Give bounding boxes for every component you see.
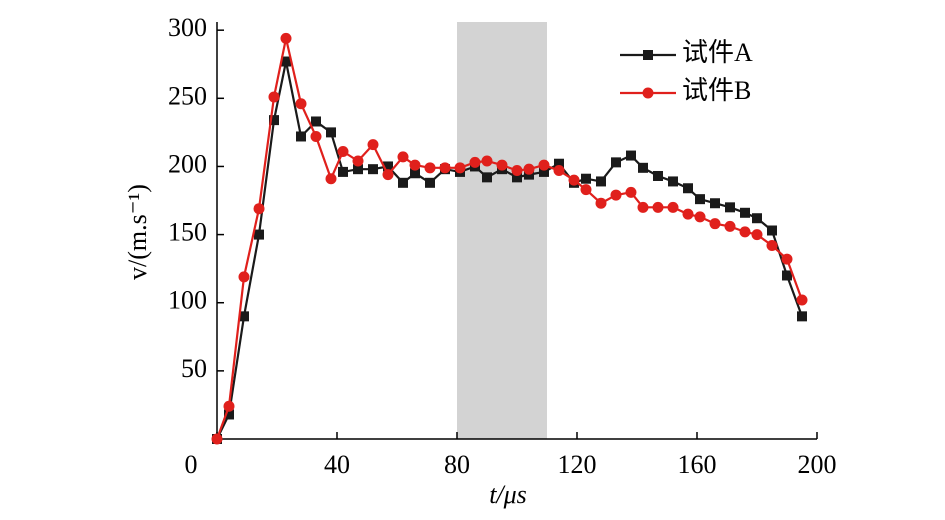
data-point [796, 294, 808, 306]
data-point [398, 177, 408, 188]
series [211, 32, 808, 445]
data-point [482, 172, 492, 183]
data-point [553, 165, 565, 177]
data-point [725, 202, 735, 213]
data-point [224, 409, 234, 420]
data-point [368, 164, 378, 175]
data-point [767, 225, 777, 236]
data-point [667, 201, 679, 213]
data-point [611, 157, 621, 168]
data-point [638, 162, 648, 173]
data-point [425, 177, 435, 188]
data-point [637, 201, 649, 213]
x-tick-label: 160 [678, 450, 717, 479]
data-point [626, 150, 636, 161]
data-point [352, 155, 364, 167]
y-tick-label: 250 [168, 81, 207, 110]
data-point [682, 208, 694, 220]
data-point [596, 176, 606, 187]
data-point [568, 174, 580, 186]
data-point [337, 145, 349, 157]
shaded-region [457, 22, 547, 439]
data-point [539, 166, 549, 177]
data-point [695, 194, 705, 205]
data-point [223, 400, 235, 412]
data-point [295, 98, 307, 110]
data-point [268, 91, 280, 103]
data-point [797, 311, 807, 322]
data-point [310, 130, 322, 142]
data-point [325, 173, 337, 185]
data-point [424, 162, 436, 174]
data-point [709, 218, 721, 230]
data-point [610, 189, 622, 201]
data-point [367, 139, 379, 151]
x-tick-label: 40 [324, 450, 350, 479]
data-point [239, 311, 249, 322]
data-point [211, 433, 223, 445]
data-point [751, 229, 763, 241]
y-tick-label: 50 [181, 354, 207, 383]
data-point [511, 165, 523, 177]
data-point [740, 207, 750, 218]
data-point [353, 164, 363, 175]
data-point [409, 159, 421, 171]
data-point [554, 158, 564, 169]
data-point [694, 211, 706, 223]
data-point [683, 183, 693, 194]
data-point [512, 172, 522, 183]
data-point [766, 239, 778, 251]
data-point [469, 156, 481, 168]
data-point [338, 166, 348, 177]
data-point [538, 159, 550, 171]
data-point [253, 203, 265, 215]
data-point [752, 213, 762, 224]
y-tick-label: 200 [168, 149, 207, 178]
data-point [326, 127, 336, 138]
x-tick-label: 0 [185, 450, 198, 479]
data-point [581, 173, 591, 184]
data-point [724, 220, 736, 232]
data-point [739, 226, 751, 238]
data-point [668, 176, 678, 187]
data-point [481, 155, 493, 167]
data-point [281, 56, 291, 67]
data-point [382, 169, 394, 181]
data-point [410, 168, 420, 179]
data-point [782, 270, 792, 281]
legend-label: 试件B [682, 76, 751, 105]
data-point [496, 159, 508, 171]
data-point [580, 184, 592, 196]
data-point [523, 163, 535, 175]
data-point [383, 161, 393, 172]
data-point [296, 131, 306, 142]
legend-marker [643, 50, 653, 60]
data-point [652, 201, 664, 213]
legend-label: 试件A [682, 38, 753, 67]
x-tick-label: 120 [558, 450, 597, 479]
data-point [625, 186, 637, 198]
data-point [238, 271, 250, 283]
data-point [311, 116, 321, 127]
data-point [653, 170, 663, 181]
data-point [710, 198, 720, 209]
data-point [397, 151, 409, 163]
data-point [454, 162, 466, 174]
data-point [595, 197, 607, 209]
y-tick-label: 100 [168, 286, 207, 315]
x-axis-label: t/μs [489, 480, 527, 509]
y-axis-label: v/(m.s⁻¹) [123, 184, 152, 280]
data-point [439, 162, 451, 174]
data-point [280, 32, 292, 44]
x-tick-label: 80 [444, 450, 470, 479]
data-point [781, 253, 793, 265]
data-point [269, 115, 279, 126]
y-tick-label: 300 [168, 13, 207, 42]
legend-marker [642, 87, 654, 99]
x-tick-label: 200 [798, 450, 837, 479]
y-tick-label: 150 [168, 218, 207, 247]
data-point [254, 229, 264, 240]
